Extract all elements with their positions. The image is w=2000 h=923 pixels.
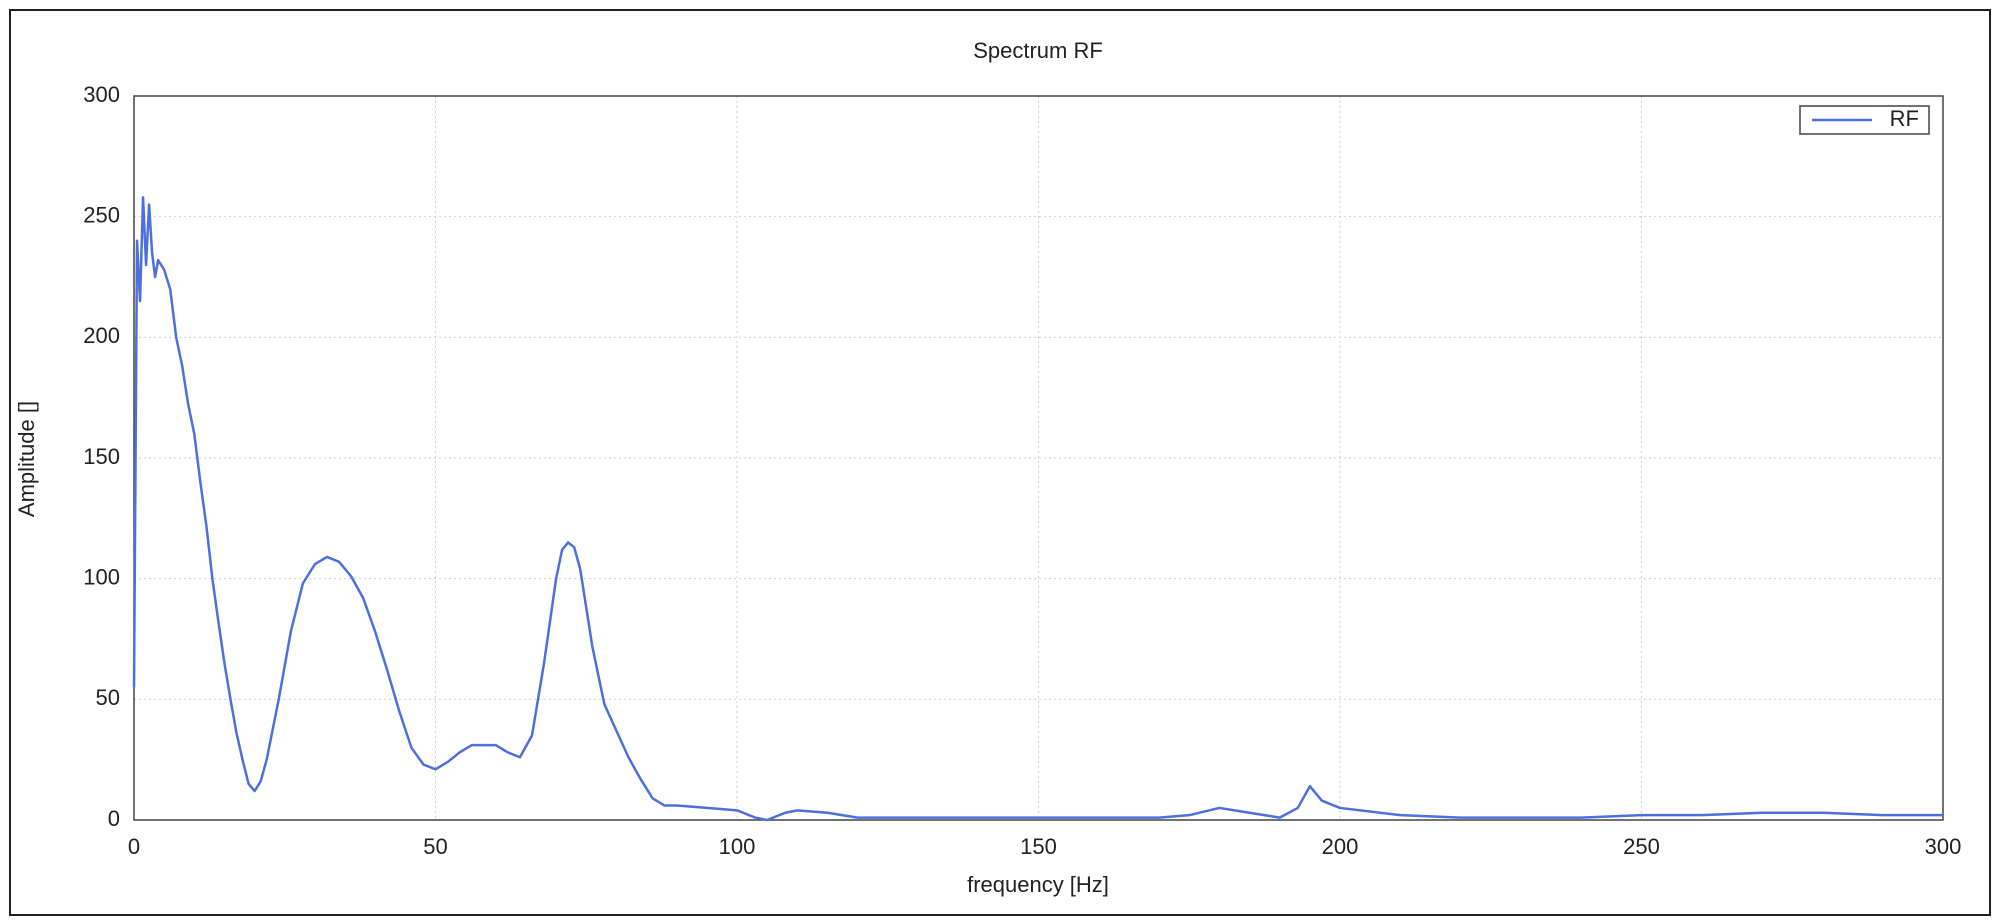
x-tick-label: 200	[1322, 834, 1359, 859]
x-axis-label: frequency [Hz]	[967, 872, 1109, 897]
y-tick-label: 0	[108, 806, 120, 831]
y-tick-label: 150	[83, 444, 120, 469]
y-tick-label: 100	[83, 564, 120, 589]
y-tick-label: 200	[83, 323, 120, 348]
x-tick-label: 300	[1925, 834, 1962, 859]
x-tick-label: 250	[1623, 834, 1660, 859]
y-tick-label: 50	[96, 685, 120, 710]
axes-frame	[133, 95, 1944, 821]
x-tick-label: 0	[128, 834, 140, 859]
y-axis-label: Amplitude []	[14, 401, 39, 517]
x-tick-label: 50	[423, 834, 447, 859]
line	[132, 196, 1943, 822]
chart-title: Spectrum RF	[973, 38, 1103, 63]
legend-label: RF	[1890, 106, 1919, 131]
y-tick-label: 300	[83, 82, 120, 107]
x-tick-label: 150	[1020, 834, 1057, 859]
y-tick-label: 250	[83, 202, 120, 227]
x-tick-label: 100	[719, 834, 756, 859]
